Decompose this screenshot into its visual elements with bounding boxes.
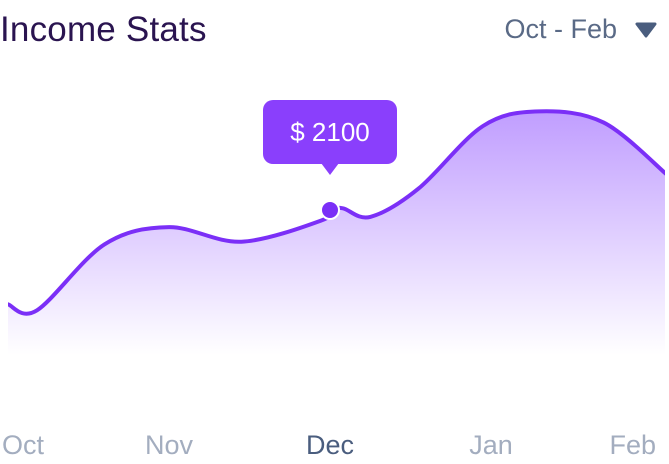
x-tick-label-nov: Nov xyxy=(145,430,194,460)
area-fill xyxy=(8,111,665,355)
data-point-marker[interactable] xyxy=(320,200,340,220)
date-range-label: Oct - Feb xyxy=(504,14,617,44)
chevron-down-icon xyxy=(635,21,657,39)
x-tick-label-oct: Oct xyxy=(2,430,45,460)
date-range-dropdown[interactable]: Oct - Feb xyxy=(504,14,657,45)
x-tick-label-jan: Jan xyxy=(469,430,513,460)
value-tooltip: $ 2100 xyxy=(263,100,397,175)
x-tick-label-dec: Dec xyxy=(306,430,354,460)
page-title: Income Stats xyxy=(0,10,207,49)
x-tick-label-feb: Feb xyxy=(609,430,656,460)
tooltip-value: $ 2100 xyxy=(290,117,370,147)
